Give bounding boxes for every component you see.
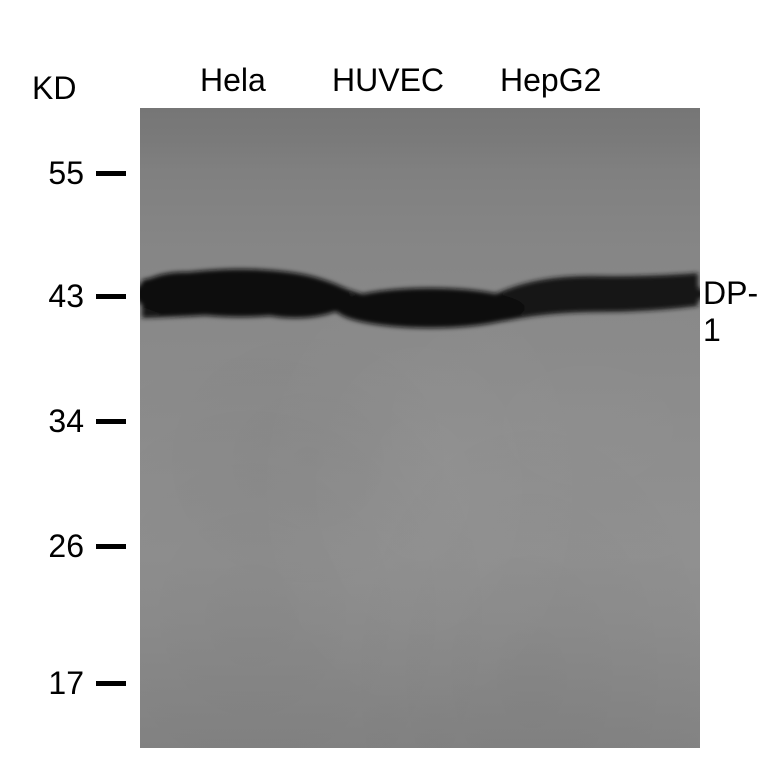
lane-label-hepg2: HepG2 bbox=[500, 62, 601, 99]
mw-marker-34: 34 bbox=[36, 403, 126, 440]
mw-tick-17 bbox=[96, 681, 126, 686]
mw-value-43: 43 bbox=[36, 278, 84, 315]
mw-tick-55 bbox=[96, 171, 126, 176]
mw-value-55: 55 bbox=[36, 155, 84, 192]
protein-band-svg bbox=[140, 108, 700, 748]
mw-value-34: 34 bbox=[36, 403, 84, 440]
mw-value-17: 17 bbox=[36, 665, 84, 702]
blot-membrane bbox=[140, 108, 700, 748]
kd-axis-label: KD bbox=[32, 70, 76, 107]
mw-tick-34 bbox=[96, 419, 126, 424]
lane-label-hela: Hela bbox=[200, 62, 266, 99]
mw-value-26: 26 bbox=[36, 528, 84, 565]
western-blot-figure: KD Hela HUVEC HepG2 bbox=[0, 0, 764, 764]
lane-label-huvec: HUVEC bbox=[332, 62, 444, 99]
dp1-band-group bbox=[140, 269, 700, 328]
mw-tick-43 bbox=[96, 294, 126, 299]
mw-marker-55: 55 bbox=[36, 155, 126, 192]
mw-tick-26 bbox=[96, 544, 126, 549]
mw-marker-26: 26 bbox=[36, 528, 126, 565]
protein-band-label: DP-1 bbox=[703, 275, 764, 349]
mw-marker-17: 17 bbox=[36, 665, 126, 702]
mw-marker-43: 43 bbox=[36, 278, 126, 315]
